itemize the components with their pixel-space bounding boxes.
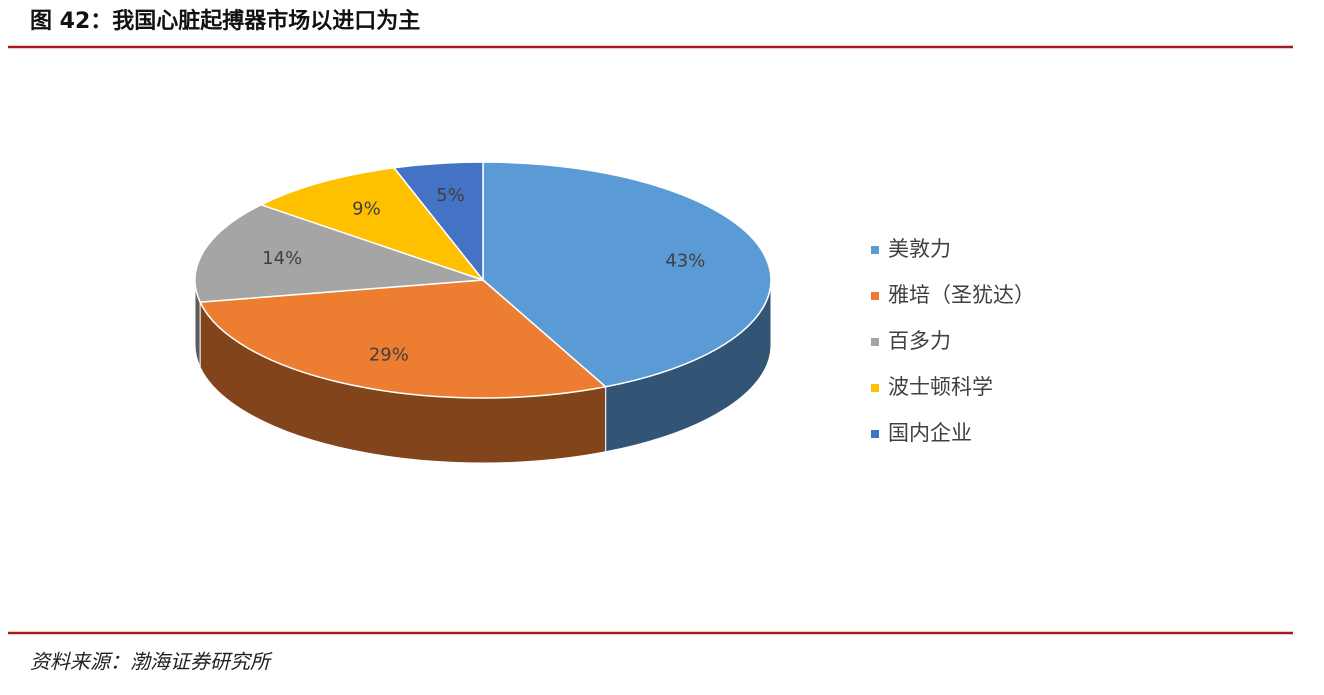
pie-slice: [259, 166, 486, 282]
legend-label: 美敦力: [888, 237, 951, 261]
source-note: 资料来源：渤海证券研究所: [30, 650, 273, 674]
legend-marker: [871, 384, 879, 392]
legend-label: 国内企业: [888, 421, 972, 445]
legend-marker: [871, 292, 879, 300]
data-label: 43%: [665, 250, 705, 271]
pie-slice: [198, 279, 608, 399]
legend-marker: [871, 430, 879, 438]
legend-marker: [871, 246, 879, 254]
data-label: 9%: [352, 199, 381, 220]
pie-slice: [392, 161, 484, 283]
legend-marker: [871, 338, 879, 346]
legend-label: 波士顿科学: [888, 375, 993, 399]
legend-label: 雅培（圣犹达）: [888, 283, 1035, 307]
data-label: 5%: [436, 185, 465, 206]
legend-label: 百多力: [888, 329, 951, 353]
data-label: 29%: [369, 345, 409, 366]
chart-title: 图 42：我国心脏起搏器市场以进口为主: [30, 8, 420, 34]
pie-slice: [482, 161, 772, 388]
pie-slice: [194, 203, 484, 303]
data-label: 14%: [262, 248, 302, 269]
